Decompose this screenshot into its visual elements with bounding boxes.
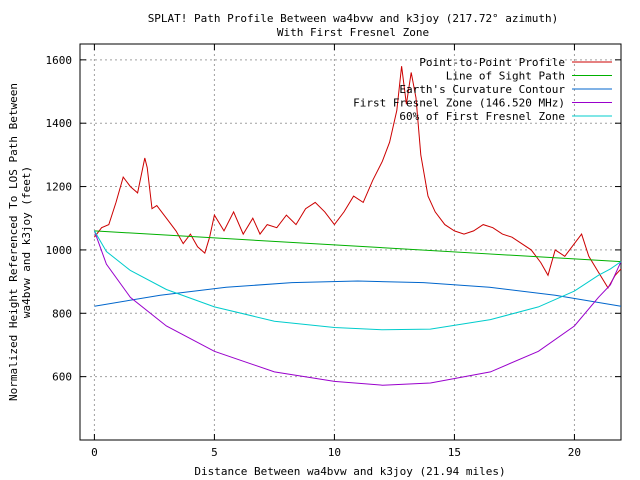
legend-label: Earth's Curvature Contour — [399, 83, 565, 96]
chart-subtitle: With First Fresnel Zone — [277, 26, 429, 39]
series-line-3 — [94, 280, 622, 307]
series-line-2 — [94, 230, 622, 263]
x-tick-label: 20 — [568, 446, 581, 459]
y-tick-label: 600 — [52, 371, 72, 384]
legend-label: First Fresnel Zone (146.520 MHz) — [353, 97, 565, 110]
legend-label: Line of Sight Path — [446, 70, 565, 83]
x-tick-label: 10 — [328, 446, 341, 459]
series-line-4 — [93, 230, 622, 386]
y-axis-label-group: Normalized Height Referenced To LOS Path… — [7, 83, 33, 401]
legend-label: Point-to-Point Profile — [419, 56, 565, 69]
axis-ticks: 0 5 10 15 20 600 800 1000 1200 1400 1600 — [46, 44, 621, 459]
x-tick-label: 5 — [211, 446, 218, 459]
x-tick-label: 0 — [91, 446, 98, 459]
chart-title: SPLAT! Path Profile Between wa4bvw and k… — [148, 12, 559, 25]
y-axis-label-line-1: Normalized Height Referenced To LOS Path… — [7, 83, 20, 401]
series-line-5 — [93, 230, 622, 331]
y-tick-label: 1000 — [46, 244, 73, 257]
series-lines — [93, 66, 622, 386]
y-tick-label: 800 — [52, 307, 72, 320]
y-tick-label: 1400 — [46, 117, 73, 130]
x-tick-label: 15 — [448, 446, 461, 459]
y-axis-label-line-2: wa4bvw and k3joy (feet) — [20, 166, 33, 318]
plot-frame — [79, 43, 622, 441]
y-tick-label: 1200 — [46, 181, 73, 194]
series-line-1 — [94, 66, 622, 289]
x-axis-label: Distance Between wa4bvw and k3joy (21.94… — [194, 465, 505, 478]
y-tick-label: 1600 — [46, 54, 73, 67]
legend-label: 60% of First Fresnel Zone — [399, 110, 565, 123]
